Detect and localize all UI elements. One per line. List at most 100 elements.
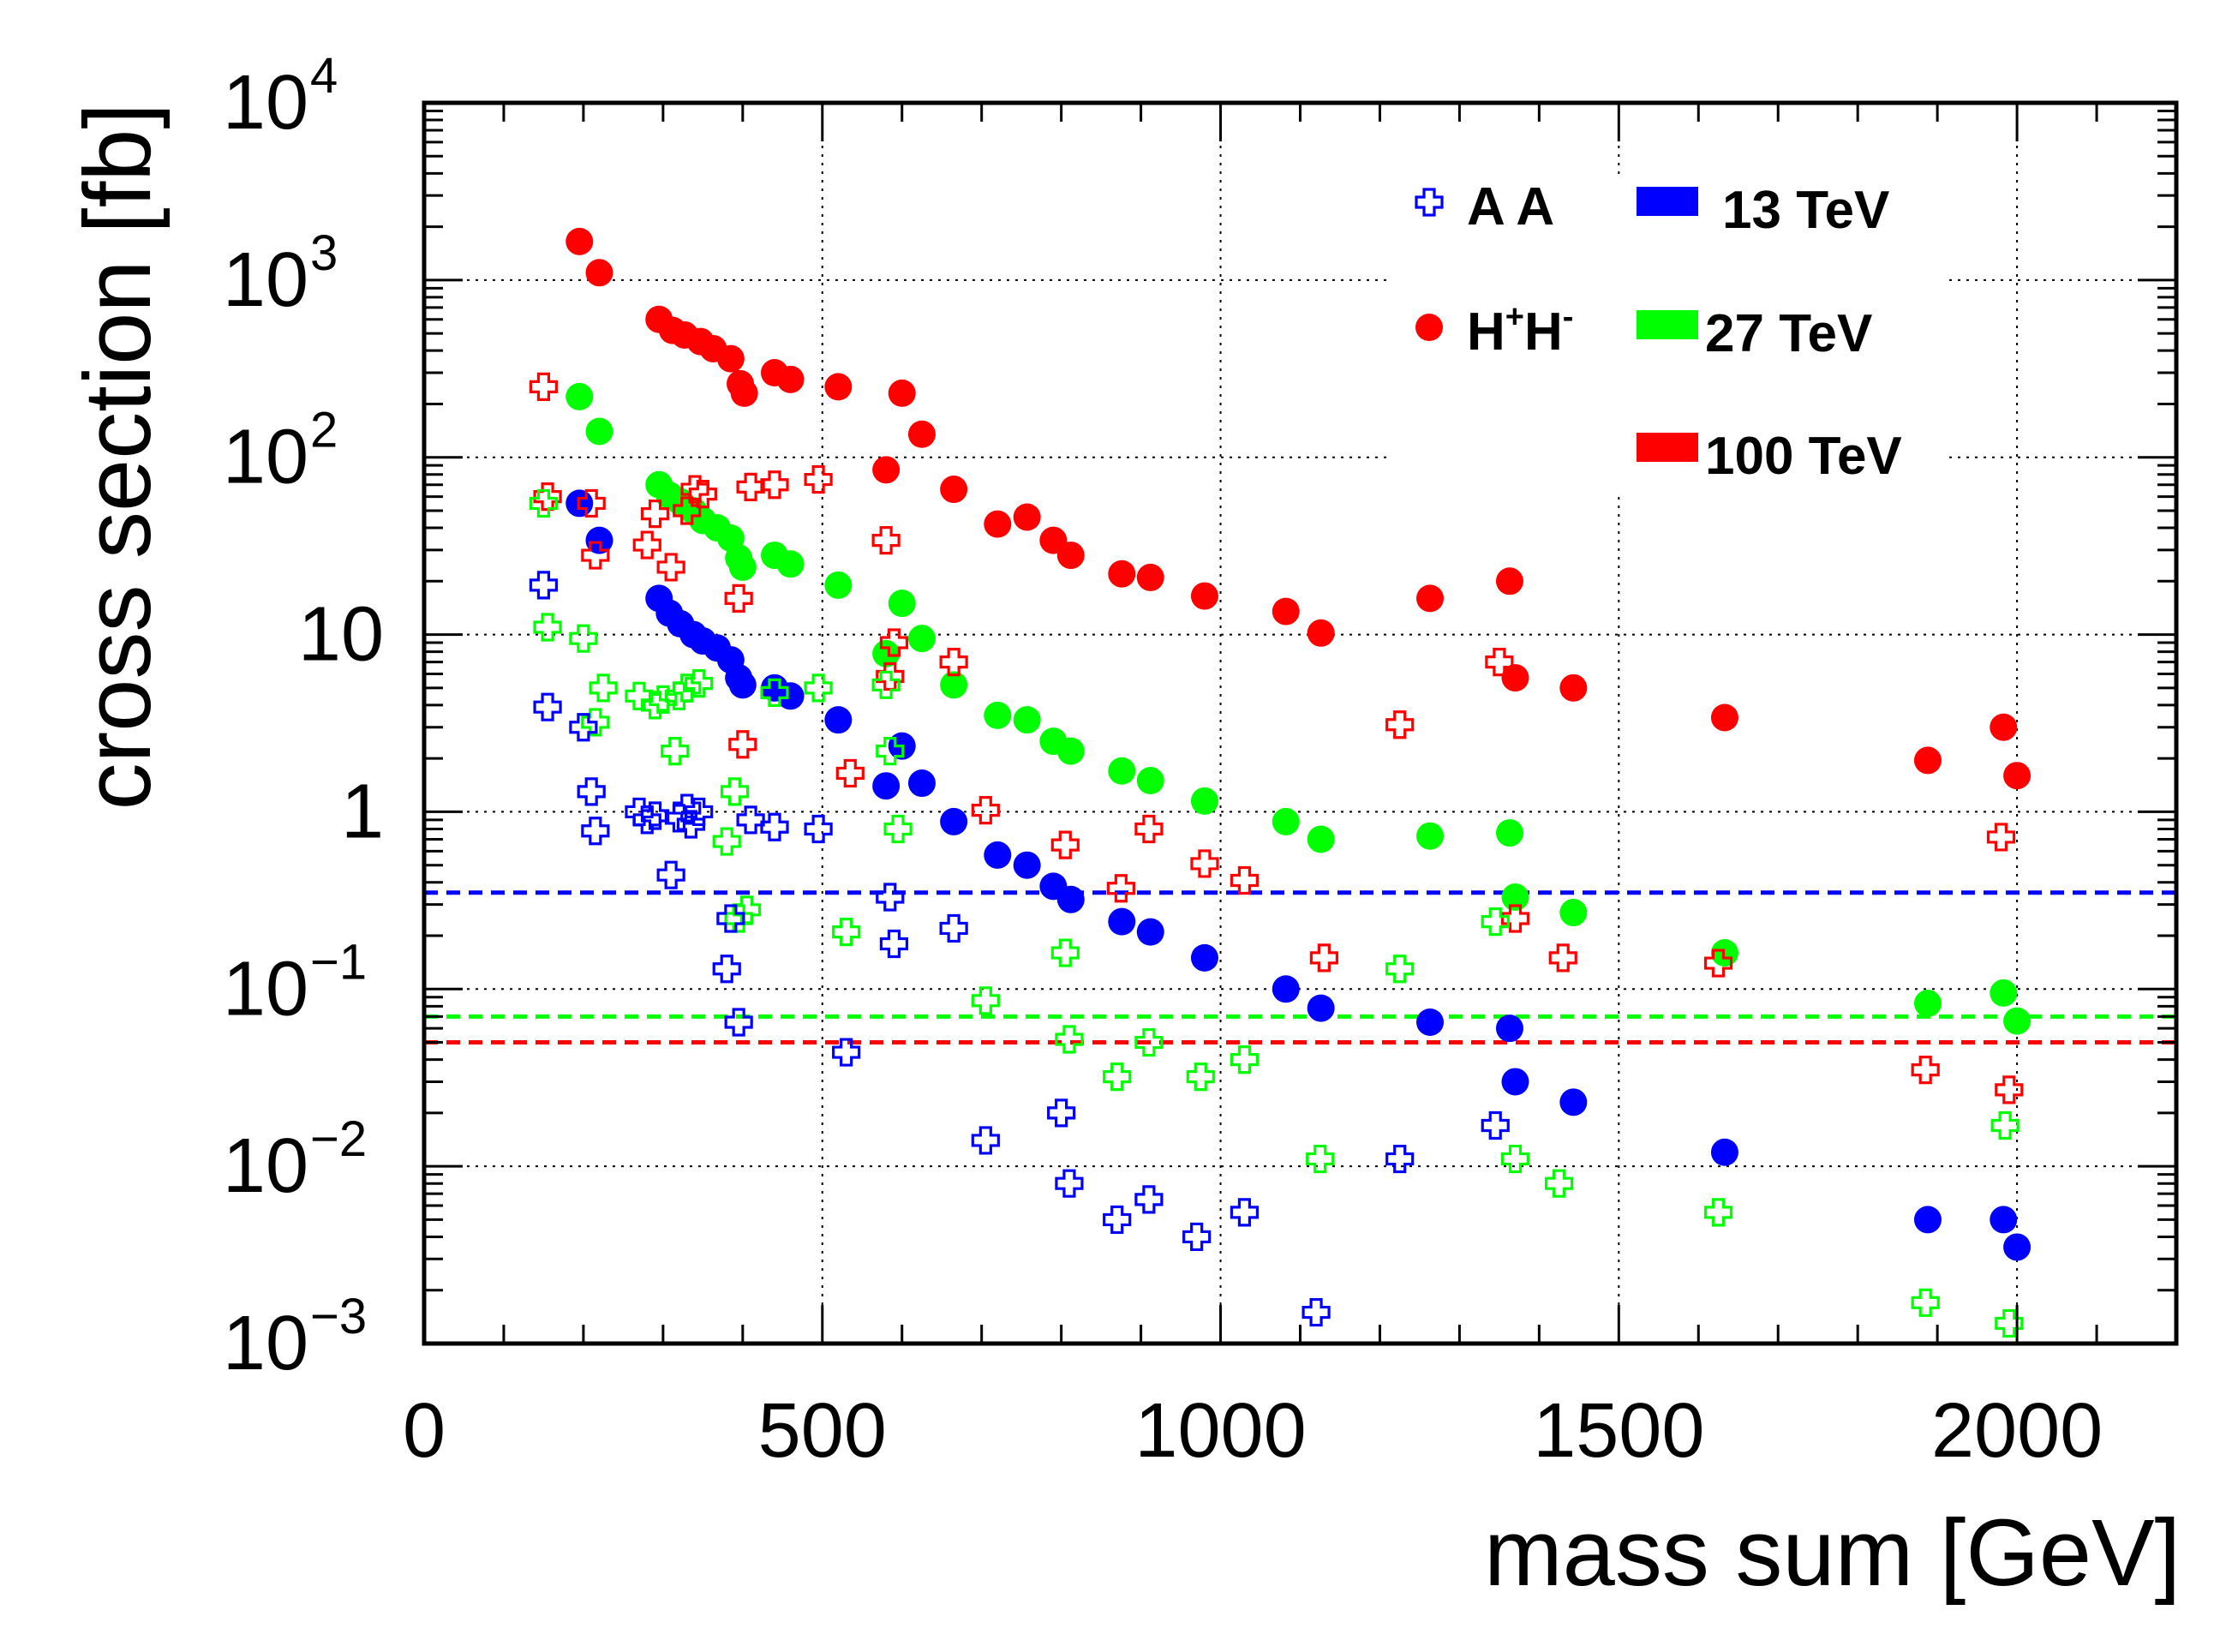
data-point [1501, 1068, 1529, 1096]
x-tick-label: 2000 [1931, 1388, 2103, 1474]
data-point [1485, 648, 1514, 677]
data-point [1103, 1062, 1132, 1092]
data-point [1913, 746, 1942, 775]
y-tick-exponent: 3 [310, 225, 338, 281]
data-point [685, 797, 714, 827]
data-point [640, 691, 670, 720]
data-point [907, 769, 936, 798]
data-point [1136, 767, 1164, 795]
data-point [1106, 874, 1135, 903]
data-point [1272, 807, 1300, 835]
data-point [871, 670, 901, 699]
legend-swatch [1637, 433, 1698, 462]
data-point [940, 807, 968, 835]
data-point [876, 736, 905, 766]
data-point [1548, 943, 1577, 973]
x-tick-label: 0 [403, 1388, 446, 1474]
data-point [716, 344, 745, 373]
data-point [569, 713, 598, 742]
data-point [1990, 1206, 2018, 1234]
data-point [736, 472, 765, 501]
data-point [712, 955, 741, 984]
legend-label-energy: 100 TeV [1705, 427, 1902, 486]
data-point [730, 379, 758, 407]
data-point [1013, 706, 1041, 734]
data-point [716, 904, 745, 933]
data-point [2003, 1007, 2032, 1035]
data-point [1500, 904, 1530, 933]
data-point [1272, 975, 1300, 1003]
data-point [685, 669, 714, 698]
data-point [872, 772, 901, 800]
data-point [1108, 907, 1136, 936]
data-point [1190, 787, 1218, 815]
data-point [939, 913, 968, 943]
series [529, 488, 2024, 1338]
data-point [577, 777, 606, 806]
data-point [907, 625, 936, 653]
data-point [1416, 584, 1445, 613]
data-point [1307, 825, 1335, 853]
y-tick-label: 10 [223, 1123, 308, 1209]
series [565, 227, 2032, 790]
y-tick-label: 10 [223, 946, 308, 1032]
legend-label-energy: 13 TeV [1722, 181, 1889, 240]
data-point [1559, 899, 1588, 927]
data-point [1495, 567, 1523, 596]
data-point [804, 464, 833, 494]
data-point [1545, 1169, 1574, 1198]
series [529, 571, 1510, 1327]
data-point [1481, 1110, 1510, 1140]
data-point [1501, 664, 1529, 692]
data-point [533, 692, 562, 721]
data-point [1990, 713, 2018, 741]
y-tick-exponent: −2 [310, 1111, 367, 1167]
data-point [649, 685, 678, 714]
data-point [872, 456, 901, 484]
data-point [760, 470, 789, 500]
data-point [760, 678, 789, 707]
data-point [529, 372, 559, 401]
data-point [712, 827, 741, 856]
data-point [1710, 703, 1738, 732]
y-tick-label: 1 [341, 769, 384, 854]
data-point [1055, 1169, 1084, 1198]
data-point [1911, 1056, 1940, 1085]
data-point [581, 708, 610, 737]
data-point [1302, 1297, 1331, 1327]
data-point [728, 730, 757, 759]
data-point [1136, 918, 1164, 946]
series [565, 382, 2032, 1035]
data-point [680, 475, 709, 504]
data-point [1309, 943, 1338, 973]
series [565, 489, 2032, 1261]
data-point [879, 929, 909, 959]
y-tick-exponent: 4 [310, 48, 338, 104]
data-point [1056, 885, 1085, 913]
data-point [569, 624, 598, 653]
data-point [876, 883, 905, 912]
data-point [1481, 907, 1510, 937]
data-point [565, 382, 594, 410]
data-point [640, 801, 670, 830]
data-point [1990, 979, 2018, 1007]
data-point [1307, 994, 1335, 1022]
data-point [581, 817, 610, 846]
data-point [1055, 1025, 1084, 1054]
y-tick-label: 10 [223, 237, 308, 323]
data-point [2003, 762, 2032, 790]
y-tick-label: 10 [223, 1301, 308, 1386]
data-point [984, 701, 1012, 729]
data-point [589, 673, 618, 703]
data-point [724, 1008, 753, 1037]
data-point [1986, 823, 2016, 852]
data-point [1190, 943, 1218, 972]
data-point [907, 420, 936, 448]
data-point [1272, 597, 1300, 625]
data-point [1501, 883, 1529, 912]
y-axis-title: cross section [fb] [65, 103, 171, 810]
legend-swatch [1637, 187, 1698, 216]
data-point [585, 417, 613, 446]
legend-label-hh: H+H- [1467, 299, 1573, 362]
data-point [664, 681, 694, 710]
